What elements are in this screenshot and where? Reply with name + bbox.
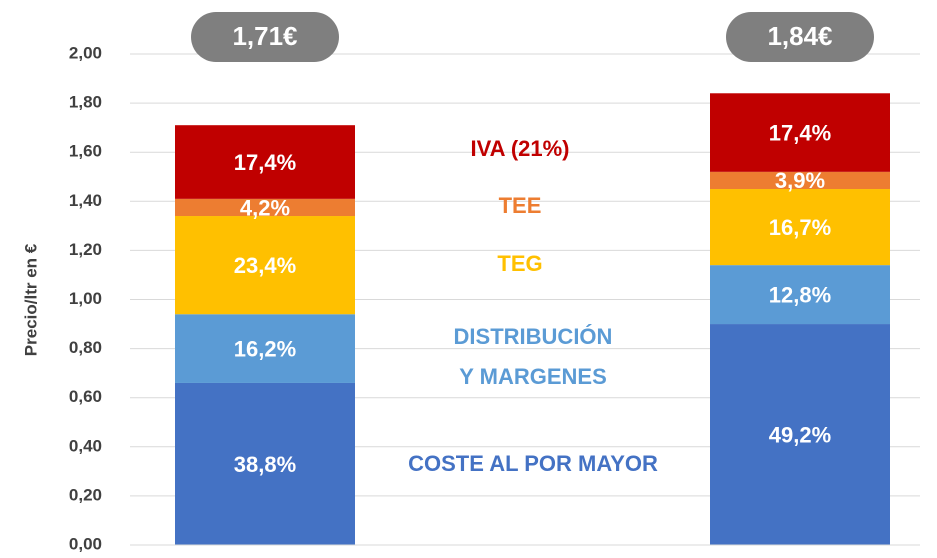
y-tick-label: 0,60 <box>69 387 102 406</box>
bar-segment <box>175 216 355 315</box>
bar-segment <box>710 265 890 325</box>
total-label: 1,84€ <box>767 21 832 51</box>
series-name: IVA (21%) <box>470 136 569 161</box>
series-name-line: Y MARGENES <box>459 364 607 389</box>
series-name-line: DISTRIBUCIÓN <box>454 324 613 349</box>
series-name: TEE <box>499 193 542 218</box>
series-name: DISTRIBUCIÓN Y MARGENES <box>454 324 613 389</box>
data-label: 17,4% <box>769 120 831 145</box>
y-tick-label: 0,80 <box>69 338 102 357</box>
y-tick-label: 1,60 <box>69 142 102 161</box>
y-tick-label: 0,00 <box>69 534 102 553</box>
data-label: 3,9% <box>775 168 825 193</box>
y-tick-label: 0,40 <box>69 436 102 455</box>
data-label: 4,2% <box>240 195 290 220</box>
total-pill <box>191 12 339 62</box>
data-label: 49,2% <box>769 422 831 447</box>
y-axis-label: Precio/ltr en € <box>21 243 40 356</box>
series-name: COSTE AL POR MAYOR <box>408 451 658 476</box>
y-tick-label: 1,40 <box>69 191 102 210</box>
data-label: 16,7% <box>769 215 831 240</box>
bar-segment <box>175 198 355 217</box>
data-label: 17,4% <box>234 150 296 175</box>
bar-segment <box>175 314 355 383</box>
data-label: 16,2% <box>234 336 296 361</box>
bar-segment <box>175 125 355 199</box>
total-pill <box>726 12 874 62</box>
bar-segment <box>175 382 355 545</box>
data-label: 12,8% <box>769 282 831 307</box>
y-tick-label: 1,20 <box>69 240 102 259</box>
y-tick-label: 1,00 <box>69 289 102 308</box>
series-name: TEG <box>497 251 542 276</box>
data-label: 23,4% <box>234 253 296 278</box>
bar-segment <box>710 324 890 545</box>
data-label: 38,8% <box>234 452 296 477</box>
bar-segment <box>710 93 890 172</box>
y-tick-label: 1,80 <box>69 93 102 112</box>
y-tick-label: 2,00 <box>69 43 102 62</box>
bar-segment <box>710 189 890 266</box>
total-label: 1,71€ <box>232 21 297 51</box>
y-tick-label: 0,20 <box>69 485 102 504</box>
bar-segment <box>710 171 890 190</box>
